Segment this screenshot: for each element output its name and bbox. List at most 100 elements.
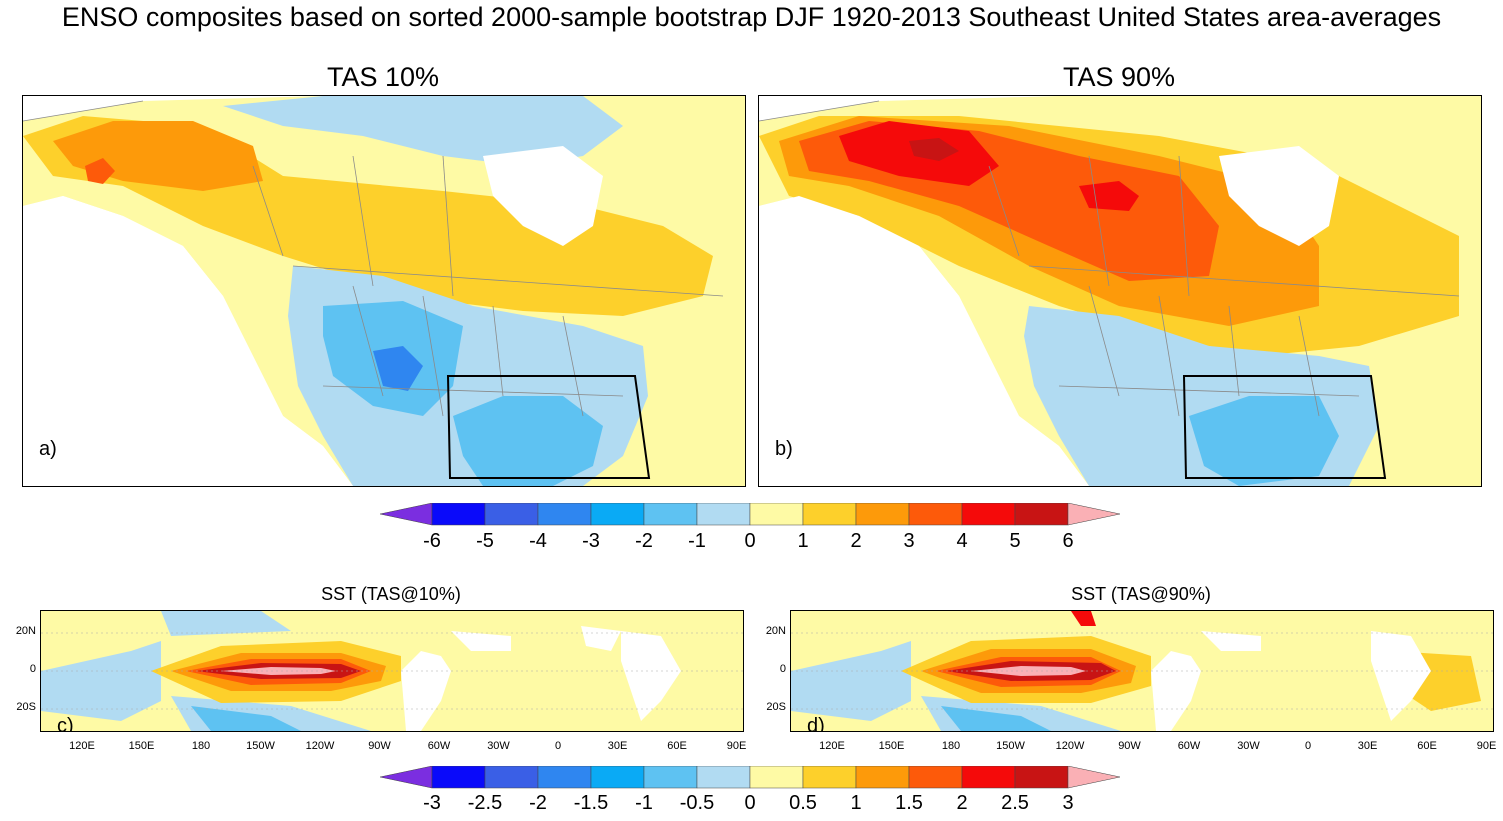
panel-d-svg bbox=[791, 611, 1493, 731]
panel-b-svg bbox=[759, 96, 1481, 486]
lon-tick-label: 90W bbox=[368, 740, 391, 752]
lon-tick-label: 60W bbox=[428, 740, 451, 752]
lon-tick-label: 0 bbox=[555, 740, 561, 752]
colorbar-bottom-swatch bbox=[485, 766, 538, 788]
colorbar-top-tick-label: 5 bbox=[1009, 530, 1020, 553]
colorbar-bottom-tick-label: 0 bbox=[744, 792, 755, 815]
lon-tick-label: 180 bbox=[192, 740, 210, 752]
colorbar-bottom bbox=[380, 766, 1122, 790]
colorbar-top-swatch bbox=[485, 503, 538, 525]
colorbar-bottom-min-triangle bbox=[380, 766, 432, 788]
colorbar-bottom-tick-label: -1.5 bbox=[574, 792, 608, 815]
panel-d-title: SST (TAS@90%) bbox=[790, 584, 1492, 605]
panel-c-map: c) bbox=[40, 610, 744, 732]
colorbar-bottom-swatch bbox=[644, 766, 697, 788]
colorbar-bottom-swatch bbox=[432, 766, 485, 788]
colorbar-top-tick-label: 1 bbox=[797, 530, 808, 553]
colorbar-top-tick-label: -6 bbox=[423, 530, 441, 553]
colorbar-bottom-swatch bbox=[909, 766, 962, 788]
colorbar-top-swatch bbox=[591, 503, 644, 525]
lat-tick-label: 20S bbox=[762, 701, 786, 713]
lat-tick-label: 20S bbox=[12, 701, 36, 713]
panel-d-label: d) bbox=[807, 715, 825, 732]
colorbar-bottom-swatch bbox=[697, 766, 750, 788]
lon-tick-label: 120E bbox=[819, 740, 845, 752]
colorbar-bottom-tick-label: 1 bbox=[850, 792, 861, 815]
panel-c-label: c) bbox=[57, 715, 74, 732]
panel-c-title: SST (TAS@10%) bbox=[40, 584, 742, 605]
lon-tick-label: 60E bbox=[1417, 740, 1437, 752]
colorbar-top-swatch bbox=[538, 503, 591, 525]
colorbar-bottom-swatch bbox=[962, 766, 1015, 788]
colorbar-bottom-tick-label: 2.5 bbox=[1001, 792, 1029, 815]
panel-c-svg bbox=[41, 611, 743, 731]
panel-d-map: d) bbox=[790, 610, 1494, 732]
colorbar-top-swatch bbox=[697, 503, 750, 525]
colorbar-top-swatch bbox=[432, 503, 485, 525]
lon-tick-label: 150W bbox=[996, 740, 1025, 752]
lon-tick-label: 90W bbox=[1118, 740, 1141, 752]
colorbar-top-tick-label: -3 bbox=[582, 530, 600, 553]
lon-tick-label: 120W bbox=[1056, 740, 1085, 752]
colorbar-top-max-triangle bbox=[1068, 503, 1120, 525]
colorbar-top-swatch bbox=[909, 503, 962, 525]
lon-tick-label: 90E bbox=[727, 740, 747, 752]
colorbar-bottom-swatch bbox=[1015, 766, 1068, 788]
colorbar-bottom-swatch bbox=[803, 766, 856, 788]
lon-tick-label: 150E bbox=[879, 740, 905, 752]
colorbar-top-min-triangle bbox=[380, 503, 432, 525]
lon-tick-label: 120E bbox=[69, 740, 95, 752]
lon-tick-label: 30W bbox=[487, 740, 510, 752]
colorbar-top-swatch bbox=[856, 503, 909, 525]
colorbar-top-swatch bbox=[803, 503, 856, 525]
lon-tick-label: 120W bbox=[306, 740, 335, 752]
colorbar-bottom-tick-label: 3 bbox=[1062, 792, 1073, 815]
colorbar-top-swatch bbox=[1015, 503, 1068, 525]
lat-tick-label: 20N bbox=[762, 625, 786, 637]
colorbar-top-tick-label: 3 bbox=[903, 530, 914, 553]
colorbar-bottom-max-triangle bbox=[1068, 766, 1120, 788]
lon-tick-label: 150E bbox=[129, 740, 155, 752]
colorbar-bottom-swatch bbox=[591, 766, 644, 788]
colorbar-bottom-swatch bbox=[750, 766, 803, 788]
panel-a-map: a) bbox=[22, 95, 746, 487]
lon-tick-label: 180 bbox=[942, 740, 960, 752]
colorbar-bottom-swatch bbox=[856, 766, 909, 788]
colorbar-top-tick-label: 4 bbox=[956, 530, 967, 553]
colorbar-top-tick-label: -2 bbox=[635, 530, 653, 553]
lon-tick-label: 150W bbox=[246, 740, 275, 752]
lon-tick-label: 90E bbox=[1477, 740, 1497, 752]
colorbar-bottom-tick-label: -2.5 bbox=[468, 792, 502, 815]
colorbar-top-tick-label: -4 bbox=[529, 530, 547, 553]
colorbar-bottom-tick-label: 0.5 bbox=[789, 792, 817, 815]
colorbar-bottom-swatch bbox=[538, 766, 591, 788]
panel-b-title: TAS 90% bbox=[758, 62, 1480, 93]
colorbar-bottom-tick-label: -2 bbox=[529, 792, 547, 815]
lat-tick-label: 0 bbox=[12, 663, 36, 675]
lat-tick-label: 20N bbox=[12, 625, 36, 637]
colorbar-top bbox=[380, 503, 1122, 527]
colorbar-top-tick-label: 0 bbox=[744, 530, 755, 553]
lon-tick-label: 0 bbox=[1305, 740, 1311, 752]
colorbar-top-tick-label: -5 bbox=[476, 530, 494, 553]
lon-tick-label: 60W bbox=[1178, 740, 1201, 752]
lon-tick-label: 30E bbox=[608, 740, 628, 752]
panel-b-map: b) bbox=[758, 95, 1482, 487]
colorbar-top-tick-label: -1 bbox=[688, 530, 706, 553]
colorbar-top-swatch bbox=[750, 503, 803, 525]
lon-tick-label: 30E bbox=[1358, 740, 1378, 752]
colorbar-bottom-tick-label: 2 bbox=[956, 792, 967, 815]
colorbar-top-swatch bbox=[644, 503, 697, 525]
lon-tick-label: 60E bbox=[667, 740, 687, 752]
panel-b-label: b) bbox=[775, 438, 793, 461]
colorbar-bottom-tick-label: -3 bbox=[423, 792, 441, 815]
colorbar-top-swatch bbox=[962, 503, 1015, 525]
lon-tick-label: 30W bbox=[1237, 740, 1260, 752]
figure-title: ENSO composites based on sorted 2000-sam… bbox=[0, 2, 1503, 33]
colorbar-top-tick-label: 6 bbox=[1062, 530, 1073, 553]
colorbar-bottom-tick-label: 1.5 bbox=[895, 792, 923, 815]
panel-a-label: a) bbox=[39, 438, 57, 461]
lat-tick-label: 0 bbox=[762, 663, 786, 675]
panel-a-svg bbox=[23, 96, 745, 486]
colorbar-bottom-tick-label: -0.5 bbox=[680, 792, 714, 815]
